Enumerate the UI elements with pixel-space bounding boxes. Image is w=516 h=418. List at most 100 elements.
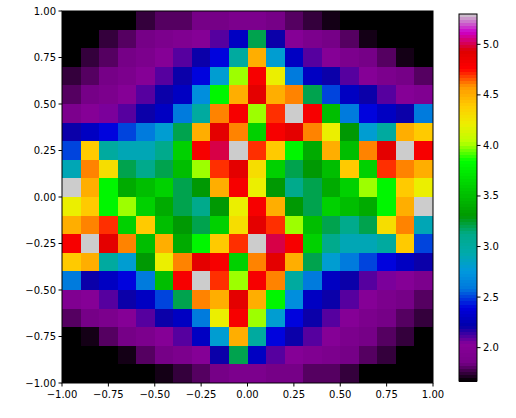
heatmap-cell xyxy=(99,67,118,86)
heatmap-cell xyxy=(285,271,304,290)
heatmap-cell xyxy=(322,123,341,142)
heatmap-cell xyxy=(377,160,396,179)
heatmap-cell xyxy=(229,290,248,309)
heatmap xyxy=(62,11,433,383)
heatmap-cell xyxy=(396,141,415,160)
heatmap-cell xyxy=(136,48,155,67)
heatmap-cell xyxy=(414,271,433,290)
heatmap-cell xyxy=(210,364,229,383)
heatmap-cell xyxy=(322,141,341,160)
heatmap-cell xyxy=(192,346,211,365)
heatmap-cell xyxy=(173,11,192,30)
heatmap-cell xyxy=(396,253,415,272)
colorbar-tick-label: 5.0 xyxy=(483,39,499,50)
heatmap-cell xyxy=(340,271,359,290)
heatmap-cell xyxy=(136,67,155,86)
y-tick xyxy=(59,150,63,151)
heatmap-cell xyxy=(414,309,433,328)
heatmap-cell xyxy=(155,85,174,104)
heatmap-cell xyxy=(62,271,81,290)
heatmap-cell xyxy=(136,271,155,290)
heatmap-cell xyxy=(322,197,341,216)
heatmap-cell xyxy=(303,290,322,309)
heatmap-cell xyxy=(248,309,267,328)
heatmap-cell xyxy=(322,160,341,179)
heatmap-cell xyxy=(248,253,267,272)
heatmap-cell xyxy=(359,309,378,328)
heatmap-cell xyxy=(359,271,378,290)
heatmap-cell xyxy=(266,48,285,67)
colorbar-tick xyxy=(477,246,481,247)
heatmap-cell xyxy=(229,85,248,104)
x-tick-label: −0.25 xyxy=(186,389,217,400)
heatmap-cell xyxy=(377,309,396,328)
heatmap-cell xyxy=(285,290,304,309)
heatmap-cell xyxy=(81,290,100,309)
heatmap-cell xyxy=(99,197,118,216)
heatmap-cell xyxy=(210,48,229,67)
heatmap-cell xyxy=(377,85,396,104)
heatmap-cell xyxy=(285,123,304,142)
heatmap-cell xyxy=(248,160,267,179)
heatmap-cell xyxy=(118,160,137,179)
colorbar-tick xyxy=(477,94,481,95)
colorbar-tick xyxy=(477,347,481,348)
heatmap-cell xyxy=(396,11,415,30)
heatmap-cell xyxy=(192,216,211,235)
heatmap-cell xyxy=(322,253,341,272)
heatmap-cell xyxy=(359,178,378,197)
colorbar-tick-label: 4.0 xyxy=(483,140,499,151)
heatmap-cell xyxy=(322,104,341,123)
colorbar-tick-label: 2.5 xyxy=(483,292,499,303)
heatmap-cell xyxy=(359,253,378,272)
heatmap-cell xyxy=(136,178,155,197)
heatmap-cell xyxy=(396,216,415,235)
heatmap-cell xyxy=(99,48,118,67)
colorbar-tick xyxy=(477,145,481,146)
heatmap-cell xyxy=(62,253,81,272)
heatmap-cell xyxy=(62,178,81,197)
heatmap-cell xyxy=(303,197,322,216)
chart: −1.00−0.75−0.50−0.250.000.250.500.751.00… xyxy=(0,0,516,418)
heatmap-cell xyxy=(210,216,229,235)
heatmap-cell xyxy=(192,48,211,67)
heatmap-cell xyxy=(303,271,322,290)
heatmap-cell xyxy=(248,123,267,142)
heatmap-cell xyxy=(99,346,118,365)
heatmap-cell xyxy=(210,253,229,272)
heatmap-cell xyxy=(62,67,81,86)
heatmap-cell xyxy=(99,253,118,272)
heatmap-cell xyxy=(136,30,155,49)
heatmap-cell xyxy=(210,346,229,365)
heatmap-cell xyxy=(173,216,192,235)
heatmap-cell xyxy=(192,141,211,160)
heatmap-cell xyxy=(136,346,155,365)
heatmap-cell xyxy=(396,327,415,346)
heatmap-cell xyxy=(248,48,267,67)
heatmap-cell xyxy=(266,327,285,346)
heatmap-cell xyxy=(285,309,304,328)
colorbar-tick xyxy=(477,297,481,298)
heatmap-cell xyxy=(192,104,211,123)
heatmap-cell xyxy=(285,30,304,49)
heatmap-cell xyxy=(266,141,285,160)
x-tick xyxy=(386,383,387,387)
heatmap-cell xyxy=(322,290,341,309)
heatmap-cell xyxy=(99,123,118,142)
heatmap-cell xyxy=(340,290,359,309)
heatmap-cell xyxy=(396,85,415,104)
colorbar-frame xyxy=(459,14,477,381)
heatmap-cell xyxy=(266,309,285,328)
heatmap-cell xyxy=(377,30,396,49)
heatmap-cell xyxy=(62,123,81,142)
heatmap-cell xyxy=(99,11,118,30)
x-tick xyxy=(108,383,109,387)
heatmap-cell xyxy=(414,160,433,179)
heatmap-cell xyxy=(303,104,322,123)
heatmap-cell xyxy=(118,11,137,30)
x-tick xyxy=(247,383,248,387)
heatmap-cell xyxy=(322,67,341,86)
heatmap-cell xyxy=(340,178,359,197)
y-tick-label: −1.00 xyxy=(25,378,56,389)
heatmap-cell xyxy=(285,85,304,104)
